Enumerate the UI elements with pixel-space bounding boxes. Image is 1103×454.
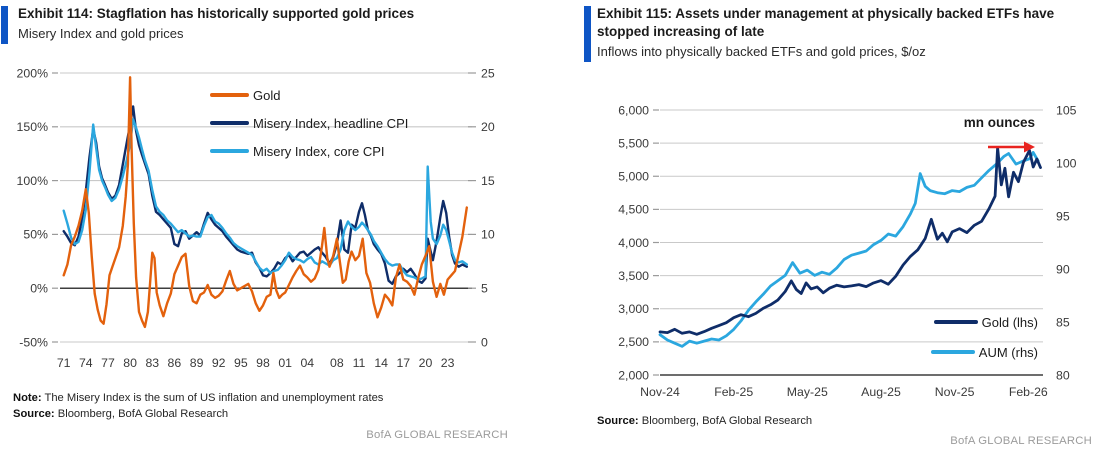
bofa-global-research-stamp-left: BofA GLOBAL RESEARCH xyxy=(366,429,508,441)
svg-text:5,500: 5,500 xyxy=(618,136,649,150)
exhibit-114-subtitle: Misery Index and gold prices xyxy=(18,26,184,41)
legend-item-misery-headline: Misery Index, headline CPI xyxy=(210,109,408,137)
svg-text:2,500: 2,500 xyxy=(618,335,649,349)
svg-text:15: 15 xyxy=(481,174,495,188)
source-text: Bloomberg, BofA Global Research xyxy=(641,415,813,427)
svg-text:Feb-26: Feb-26 xyxy=(1009,385,1048,399)
exhibit-115-source: Source: Bloomberg, BofA Global Research xyxy=(597,414,1087,429)
svg-text:2,000: 2,000 xyxy=(618,368,649,382)
svg-text:92: 92 xyxy=(212,356,226,370)
svg-text:14: 14 xyxy=(374,356,388,370)
legend-label-misery-core: Misery Index, core CPI xyxy=(253,143,385,159)
note-label: Note: xyxy=(13,392,42,404)
legend-label-gold-lhs: Gold (lhs) xyxy=(981,314,1038,330)
svg-text:3,000: 3,000 xyxy=(618,302,649,316)
svg-text:95: 95 xyxy=(1056,209,1070,223)
exhibit-115-subtitle: Inflows into physically backed ETFs and … xyxy=(597,44,926,59)
svg-text:85: 85 xyxy=(1056,315,1070,329)
legend-item-misery-core: Misery Index, core CPI xyxy=(210,137,408,165)
exhibit-115-title: Exhibit 115: Assets under management at … xyxy=(597,6,1055,39)
exhibit-114-accent-bar xyxy=(1,6,8,44)
svg-text:17: 17 xyxy=(396,356,410,370)
svg-text:01: 01 xyxy=(278,356,292,370)
svg-text:4,000: 4,000 xyxy=(618,236,649,250)
svg-text:80: 80 xyxy=(123,356,137,370)
svg-text:4,500: 4,500 xyxy=(618,203,649,217)
svg-text:105: 105 xyxy=(1056,103,1077,117)
svg-text:-50%: -50% xyxy=(19,335,48,349)
svg-text:200%: 200% xyxy=(17,66,49,80)
svg-text:20: 20 xyxy=(419,356,433,370)
svg-text:5,000: 5,000 xyxy=(618,170,649,184)
source-label: Source: xyxy=(13,408,55,420)
exhibit-114-title: Exhibit 114: Stagflation has historicall… xyxy=(18,6,415,21)
svg-text:Nov-25: Nov-25 xyxy=(935,385,975,399)
legend-item-gold-lhs: Gold (lhs) xyxy=(860,307,1038,337)
svg-text:Aug-25: Aug-25 xyxy=(861,385,901,399)
gold-lhs-series-swatch xyxy=(933,320,978,324)
svg-text:86: 86 xyxy=(168,356,182,370)
svg-text:100%: 100% xyxy=(17,174,49,188)
svg-text:0: 0 xyxy=(481,335,488,349)
exhibit-114-note: Note: The Misery Index is the sum of US … xyxy=(13,391,543,406)
svg-text:5: 5 xyxy=(481,282,488,296)
svg-text:89: 89 xyxy=(190,356,204,370)
exhibit-115-legend: Gold (lhs) AUM (rhs) xyxy=(860,307,1038,367)
note-text: The Misery Index is the sum of US inflat… xyxy=(44,392,384,404)
svg-text:Nov-24: Nov-24 xyxy=(640,385,680,399)
source-label: Source: xyxy=(597,415,639,427)
source-text: Bloomberg, BofA Global Research xyxy=(57,408,229,420)
svg-text:3,500: 3,500 xyxy=(618,269,649,283)
legend-label-aum-rhs: AUM (rhs) xyxy=(978,344,1038,360)
svg-text:100: 100 xyxy=(1056,156,1077,170)
svg-text:04: 04 xyxy=(300,356,314,370)
bofa-global-research-stamp-right: BofA GLOBAL RESEARCH xyxy=(950,435,1092,447)
svg-text:20: 20 xyxy=(481,120,495,134)
exhibit-115-accent-bar xyxy=(584,6,591,62)
svg-text:10: 10 xyxy=(481,228,495,242)
etf-aum-gold-chart-canvas: 6,000 5,500 5,000 4,500 4,000 3,500 3,000 2,500… xyxy=(618,103,1077,399)
gold-series-swatch xyxy=(210,93,249,97)
legend-item-gold: Gold xyxy=(210,81,408,109)
svg-text:6,000: 6,000 xyxy=(618,103,649,117)
misery-core-series-swatch xyxy=(210,149,249,153)
misery-headline-series-swatch xyxy=(210,121,249,125)
svg-text:95: 95 xyxy=(234,356,248,370)
svg-text:11: 11 xyxy=(353,356,366,370)
svg-text:80: 80 xyxy=(1056,368,1070,382)
exhibit-114-source: Source: Bloomberg, BofA Global Research xyxy=(13,407,543,422)
legend-label-gold: Gold xyxy=(253,87,281,103)
svg-text:98: 98 xyxy=(256,356,270,370)
svg-text:08: 08 xyxy=(330,356,344,370)
svg-text:150%: 150% xyxy=(17,120,49,134)
mn-ounces-annotation: mn ounces xyxy=(963,115,1035,130)
svg-text:77: 77 xyxy=(101,356,115,370)
svg-text:50%: 50% xyxy=(23,228,48,242)
svg-text:0%: 0% xyxy=(30,282,48,296)
svg-text:90: 90 xyxy=(1056,262,1070,276)
svg-text:May-25: May-25 xyxy=(787,385,828,399)
svg-text:Feb-25: Feb-25 xyxy=(714,385,753,399)
exhibit-114-legend: Gold Misery Index, headline CPI Misery I… xyxy=(210,81,408,165)
svg-text:74: 74 xyxy=(79,356,93,370)
svg-text:83: 83 xyxy=(145,356,159,370)
legend-item-aum-rhs: AUM (rhs) xyxy=(860,337,1038,367)
legend-label-misery-headline: Misery Index, headline CPI xyxy=(253,115,409,131)
aum-rhs-series-swatch xyxy=(930,350,975,354)
svg-text:25: 25 xyxy=(481,66,495,80)
svg-text:23: 23 xyxy=(441,356,455,370)
svg-text:71: 71 xyxy=(57,356,71,370)
